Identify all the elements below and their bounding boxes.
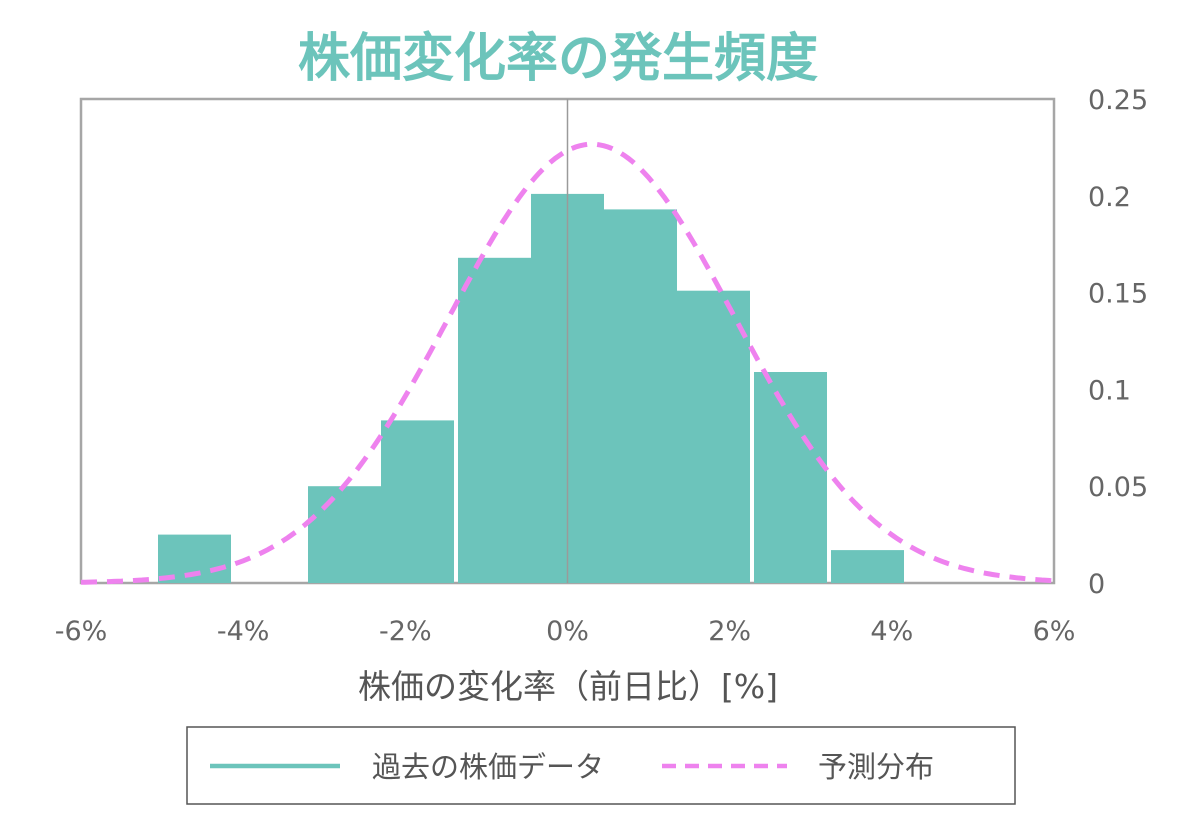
y-tick-label: 0.05 — [1088, 472, 1148, 503]
histogram-bar — [604, 209, 677, 583]
x-tick-labels: -6% -4% -2% 0% 2% 4% 6% — [55, 616, 1076, 647]
y-tick-label: 0.2 — [1088, 182, 1131, 213]
histogram-bar — [458, 257, 531, 583]
x-tick-label: 6% — [1033, 616, 1076, 647]
legend-label-forecast: 予測分布 — [818, 750, 934, 784]
x-tick-label: 0% — [546, 616, 589, 647]
chart-title: 株価変化率の発生頻度 — [298, 29, 818, 89]
y-tick-label: 0 — [1088, 569, 1105, 600]
x-axis-label: 株価の変化率（前日比）[%] — [358, 667, 778, 706]
histogram-bar — [831, 550, 904, 583]
histogram-bar — [754, 372, 827, 583]
legend-label-historical: 過去の株価データ — [372, 750, 604, 784]
x-tick-label: -4% — [217, 616, 270, 647]
y-tick-label: 0.1 — [1088, 375, 1131, 406]
x-tick-label: 4% — [870, 616, 913, 647]
histogram-bar — [381, 420, 454, 583]
x-tick-label: -6% — [55, 616, 108, 647]
y-tick-label: 0.15 — [1088, 279, 1148, 310]
x-tick-label: 2% — [708, 616, 751, 647]
forecast-curve-group — [80, 141, 1055, 585]
histogram-bars — [158, 193, 904, 583]
histogram-bar — [308, 486, 381, 583]
forecast-curve — [80, 141, 1055, 585]
y-tick-labels: 0 0.05 0.1 0.15 0.2 0.25 — [1088, 85, 1148, 600]
y-tick-label: 0.25 — [1088, 85, 1148, 116]
histogram-bar — [677, 290, 750, 583]
legend: 過去の株価データ 予測分布 — [186, 726, 1016, 805]
x-tick-label: -2% — [379, 616, 432, 647]
